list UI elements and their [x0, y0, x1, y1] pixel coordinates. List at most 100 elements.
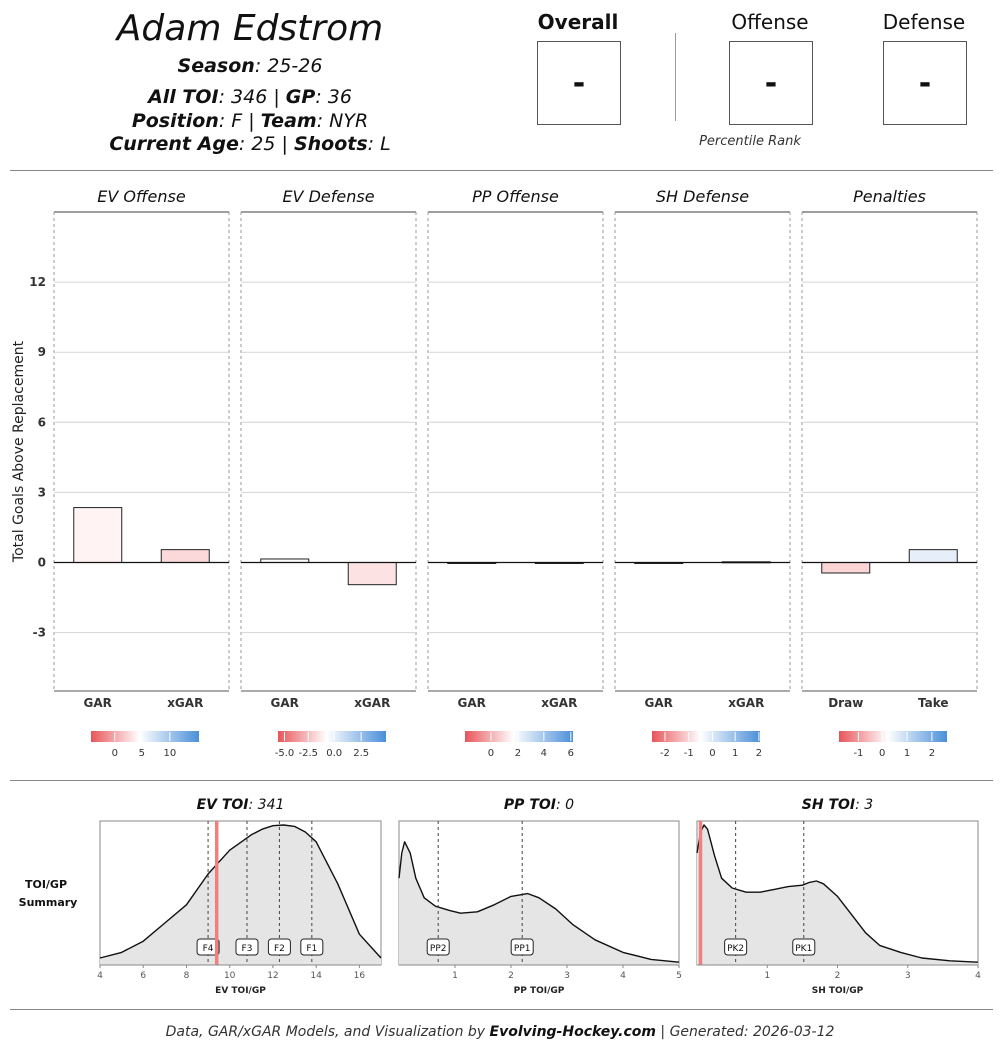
toi-panel-title: PP TOI: 0	[504, 797, 574, 813]
x-tick-label: 6	[140, 971, 146, 981]
toi-panel-title: SH TOI: 3	[802, 797, 873, 813]
x-tick-label: 1	[764, 971, 770, 981]
panel-title: SH Defense	[656, 187, 749, 206]
toi-panel-title: EV TOI: 341	[197, 797, 285, 813]
marker-badge	[267, 938, 291, 956]
x-axis-label: EV TOI/GP	[215, 986, 266, 996]
offense-percentile-box: -	[729, 41, 813, 125]
marker-badge	[510, 938, 534, 956]
legend-tick-label: 5	[139, 748, 145, 759]
marker-label: PK1	[795, 944, 812, 954]
percentile-caption: Percentile Rank	[699, 134, 801, 149]
x-axis-label: PP TOI/GP	[514, 986, 565, 996]
x-category-label: xGAR	[354, 696, 390, 710]
position-label: Position	[131, 110, 219, 132]
marker-badge	[235, 938, 259, 956]
bar-panel-penalties: Penalties Draw Take -1 0 1 2	[801, 187, 978, 759]
legend-tick-label: 2	[756, 748, 762, 759]
bar-draw	[821, 561, 871, 574]
gp-label: GP	[285, 86, 316, 108]
footer-prefix: Data, GAR/xGAR Models, and Visualization…	[165, 1024, 490, 1040]
legend-gradient-bar	[839, 731, 947, 742]
bar-panel-pp-offense: PP Offense GAR xGAR 0 2 4 6	[427, 187, 604, 759]
age-shoots-line: Current Age: 25 | Shoots: L	[0, 133, 500, 155]
density-line	[696, 824, 979, 963]
bar-gar	[73, 507, 123, 563]
toi-title-label: EV TOI	[197, 797, 249, 813]
y-tick-label: 6	[38, 415, 46, 429]
marker-label: PK2	[727, 944, 744, 954]
divider-bottom	[10, 1009, 993, 1010]
bar-panel-ev-defense: EV Defense GAR xGAR -5.0 -2.5 0.0 2.5	[240, 187, 417, 759]
footer-suffix: | Generated: 2026-03-12	[655, 1024, 835, 1040]
panel-title: EV Offense	[97, 187, 186, 206]
player-name: Adam Edstrom	[116, 8, 384, 49]
x-category-label: xGAR	[541, 696, 577, 710]
x-tick-label: 2	[835, 971, 841, 981]
x-tick-label: 4	[97, 971, 103, 981]
x-tick-label: 12	[267, 971, 278, 981]
x-category-label: GAR	[84, 696, 112, 710]
marker-badge	[426, 938, 450, 956]
team-label: Team	[260, 110, 317, 132]
footer: Data, GAR/xGAR Models, and Visualization…	[0, 1024, 1000, 1040]
legend-tick-label: 1	[904, 748, 910, 759]
shoots-label: Shoots	[293, 133, 368, 155]
legend-tick-label: 2	[929, 748, 935, 759]
legend-tick-label: 6	[568, 748, 574, 759]
x-category-label: GAR	[458, 696, 486, 710]
defense-label: Defense	[882, 10, 966, 34]
density-area	[100, 825, 381, 965]
legend-tick-label: -1	[853, 748, 863, 759]
marker-label: F2	[274, 944, 285, 954]
percentile-divider	[675, 33, 676, 121]
marker-badge	[792, 938, 816, 956]
footer-brand: Evolving-Hockey.com	[489, 1024, 656, 1040]
density-line	[99, 824, 382, 959]
age-value: : 25 |	[238, 133, 294, 155]
x-tick-label: 2	[508, 971, 514, 981]
legend-tick-label: 0	[488, 748, 494, 759]
marker-badge	[724, 938, 748, 956]
legend-tick-label: -1	[684, 748, 694, 759]
legend-tick-label: 0	[709, 748, 715, 759]
legend-tick-label: 1	[732, 748, 738, 759]
x-tick-label: 14	[310, 971, 322, 981]
legend-tick-label: -2	[660, 748, 670, 759]
x-category-label: Take	[918, 696, 949, 710]
x-tick-label: 16	[354, 971, 366, 981]
panel-title: PP Offense	[472, 187, 559, 206]
shoots-value: : L	[367, 133, 391, 155]
overall-label: Overall	[537, 10, 619, 34]
defense-percentile-box: -	[883, 41, 967, 125]
marker-label: PP2	[430, 944, 447, 954]
panel-title: EV Defense	[282, 187, 374, 206]
season-line: Season: 25-26	[0, 55, 500, 77]
toi-title-label: SH TOI	[802, 797, 855, 813]
age-label: Current Age	[109, 133, 239, 155]
x-tick-label: 5	[676, 971, 682, 981]
team-value: : NYR	[316, 110, 369, 132]
bar-take	[908, 549, 958, 563]
y-tick-label: 9	[38, 345, 46, 359]
marker-label: F4	[203, 944, 214, 954]
x-category-label: GAR	[645, 696, 673, 710]
legend-gradient-bar	[278, 731, 386, 742]
toi-title-value: : 0	[556, 797, 574, 813]
legend-gradient-bar	[652, 731, 760, 742]
gar-bar-chart: Total Goals Above Replacement-3036912EV …	[11, 187, 978, 759]
toi-panel-0: EV TOI: 341 F4 F3 F2 F1 4 6 8 10 12 14 16 EV TOI/GP	[97, 797, 382, 996]
position-value: : F |	[218, 110, 261, 132]
legend-gradient-bar	[465, 731, 573, 742]
x-axis-label: SH TOI/GP	[812, 986, 864, 996]
toi-panel-1: PP TOI: 0 PP2 PP1 1 2 3 4 5 PP TOI/GP	[398, 797, 682, 996]
y-tick-label: 12	[29, 275, 46, 289]
divider-top	[10, 170, 993, 171]
x-tick-label: 1	[452, 971, 458, 981]
legend-tick-label: -2.5	[298, 748, 318, 759]
density-line	[398, 841, 680, 963]
x-tick-label: 3	[905, 971, 911, 981]
density-area	[697, 825, 978, 965]
legend-tick-label: 2.5	[353, 748, 369, 759]
